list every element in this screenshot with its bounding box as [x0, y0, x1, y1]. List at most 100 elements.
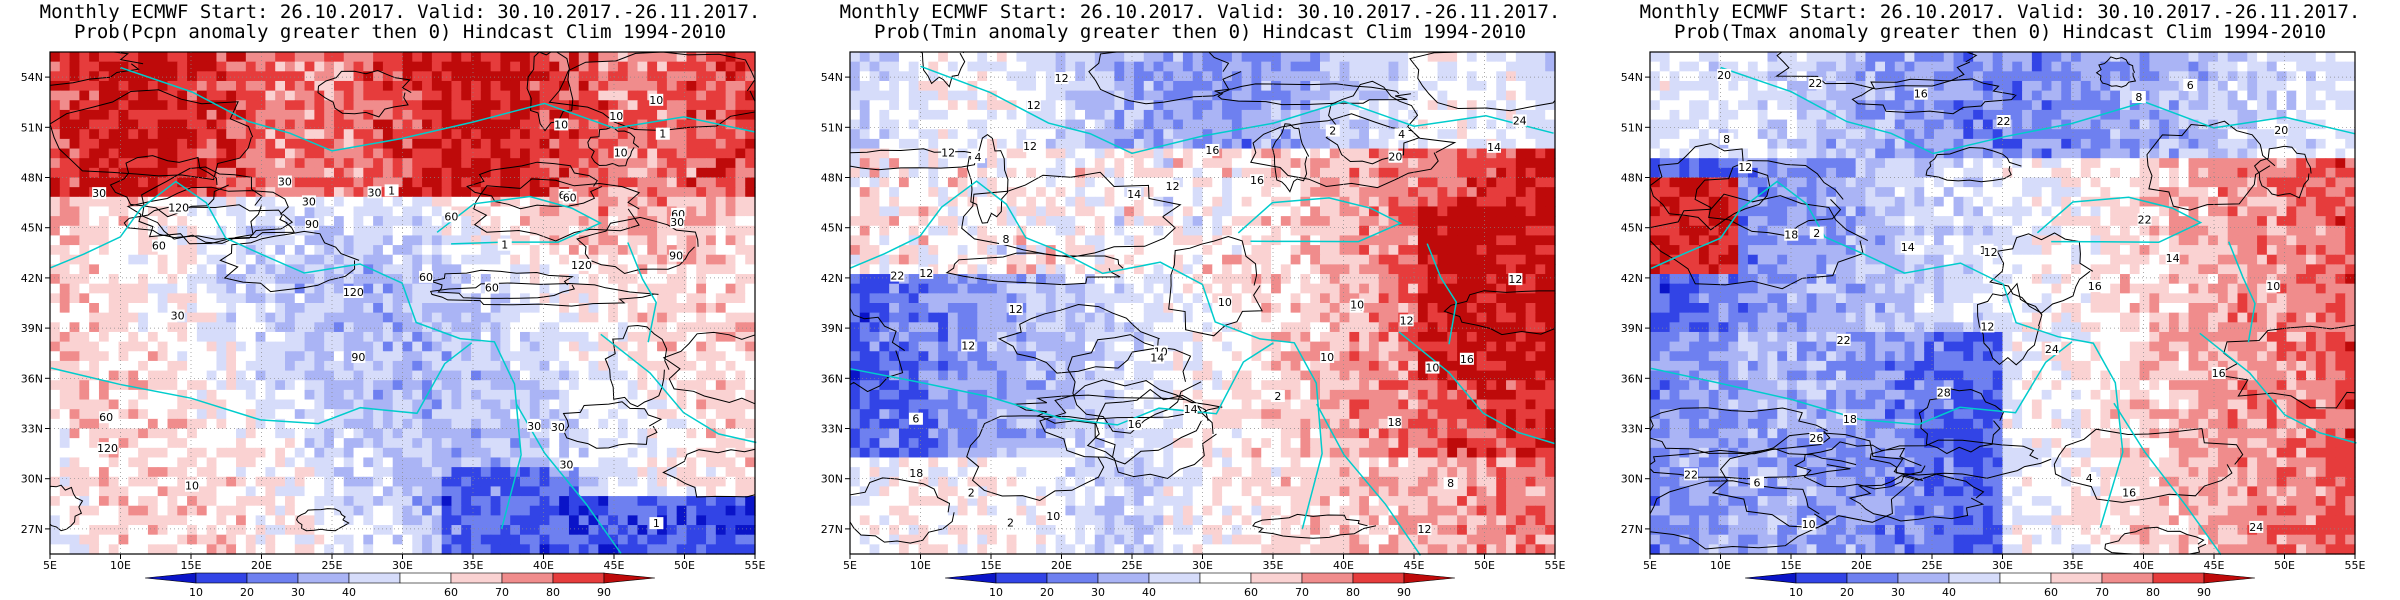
- field-cell: [1368, 71, 1380, 82]
- field-cell: [471, 380, 482, 391]
- field-cell: [879, 109, 890, 121]
- field-cell: [265, 264, 276, 275]
- field-cell: [353, 418, 364, 430]
- field-cell: [324, 167, 335, 179]
- field-cell: [382, 312, 394, 323]
- field-cell: [128, 467, 139, 478]
- field-cell: [402, 206, 413, 217]
- field-cell: [1114, 138, 1125, 150]
- field-cell: [128, 331, 139, 343]
- contour-label-bg: [669, 249, 684, 262]
- field-cell: [657, 52, 668, 63]
- field-cell: [520, 138, 531, 150]
- field-cell: [245, 438, 257, 449]
- field-cell: [715, 283, 727, 294]
- lon-label: 20E: [251, 559, 272, 572]
- contour-line: [562, 401, 663, 449]
- field-cell: [373, 389, 384, 401]
- field-cell: [1320, 158, 1331, 169]
- field-cell: [431, 225, 443, 237]
- field-cell: [216, 167, 227, 179]
- field-cell: [167, 245, 178, 256]
- field-cell: [89, 341, 100, 352]
- field-cell: [353, 90, 364, 101]
- field-cell: [255, 283, 267, 294]
- field-cell: [1300, 100, 1311, 111]
- field-cell: [216, 206, 227, 217]
- field-cell: [1143, 109, 1155, 121]
- field-cell: [343, 380, 355, 391]
- field-cell: [578, 312, 590, 323]
- field-cell: [696, 544, 707, 555]
- field-cell: [1339, 61, 1350, 72]
- field-cell: [157, 341, 169, 352]
- field-cell: [647, 206, 658, 217]
- contour-label: 30: [670, 216, 684, 229]
- field-cell: [578, 119, 590, 130]
- field-cell: [598, 467, 609, 478]
- field-cell: [79, 283, 90, 294]
- field-cell: [627, 534, 639, 545]
- field-cell: [1114, 61, 1125, 72]
- field-cell: [706, 360, 717, 372]
- field-cell: [402, 322, 413, 333]
- field-cell: [928, 158, 939, 169]
- field-cell: [98, 496, 110, 507]
- field-cell: [725, 109, 737, 121]
- field-cell: [108, 370, 120, 381]
- field-cell: [1320, 129, 1331, 140]
- field-cell: [1153, 100, 1164, 111]
- field-cell: [451, 71, 462, 82]
- field-cell: [392, 235, 404, 246]
- field-cell: [304, 52, 315, 63]
- field-cell: [206, 341, 218, 352]
- field-cell: [1045, 52, 1057, 63]
- field-cell: [392, 457, 404, 468]
- field-cell: [715, 235, 727, 246]
- field-cell: [392, 303, 404, 314]
- field-cell: [157, 52, 169, 63]
- field-cell: [549, 177, 560, 188]
- field-cell: [627, 187, 639, 198]
- field-cell: [245, 370, 257, 381]
- field-cell: [1545, 138, 1556, 150]
- field-cell: [382, 109, 394, 121]
- field-cell: [265, 457, 276, 468]
- field-cell: [138, 341, 149, 352]
- field-cell: [598, 167, 609, 179]
- field-cell: [147, 447, 159, 459]
- field-cell: [255, 438, 267, 449]
- field-cell: [745, 100, 756, 111]
- field-cell: [549, 351, 560, 362]
- field-cell: [529, 389, 541, 401]
- field-cell: [363, 303, 374, 314]
- field-cell: [187, 303, 198, 314]
- field-cell: [1202, 177, 1213, 188]
- field-cell: [608, 148, 619, 159]
- field-cell: [157, 399, 169, 410]
- field-cell: [461, 100, 472, 111]
- field-cell: [1212, 109, 1223, 121]
- field-cell: [1036, 167, 1047, 179]
- field-cell: [402, 138, 413, 150]
- field-cell: [471, 438, 482, 449]
- field-cell: [59, 496, 71, 507]
- field-cell: [608, 90, 619, 101]
- field-cell: [967, 119, 978, 130]
- field-cell: [98, 138, 110, 150]
- field-cell: [226, 322, 237, 333]
- field-cell: [490, 52, 502, 63]
- field-cell: [108, 129, 120, 140]
- field-cell: [568, 331, 580, 343]
- field-cell: [520, 129, 531, 140]
- field-cell: [608, 52, 619, 63]
- field-cell: [725, 515, 737, 526]
- field-cell: [686, 534, 697, 545]
- field-cell: [598, 322, 609, 333]
- field-cell: [216, 158, 227, 169]
- field-cell: [118, 447, 129, 459]
- field-cell: [441, 544, 453, 555]
- field-cell: [138, 52, 149, 63]
- field-cell: [402, 515, 413, 526]
